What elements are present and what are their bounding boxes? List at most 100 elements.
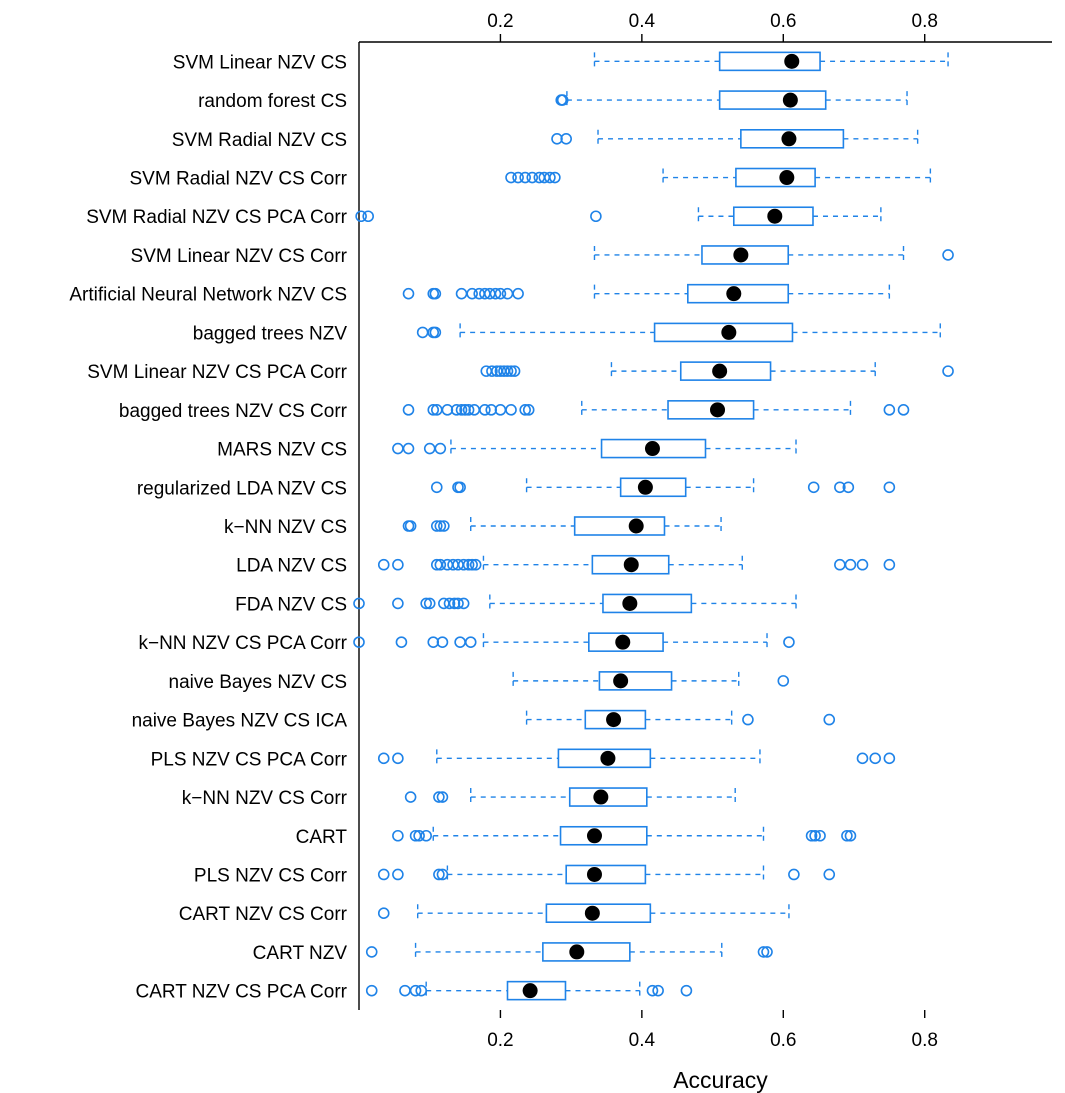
median-dot [593, 789, 609, 805]
box-16 [512, 671, 790, 691]
category-label: LDA NZV CS [236, 556, 347, 577]
median-dot [613, 673, 629, 689]
outlier-point [805, 829, 818, 842]
median-dot [710, 402, 726, 418]
outlier-point [501, 365, 514, 377]
outlier-point [441, 404, 454, 416]
outlier-point [505, 404, 517, 416]
outlier-point [512, 287, 524, 300]
category-label: naive Bayes NZV CS ICA [132, 711, 348, 732]
outlier-point [392, 442, 404, 455]
box-11 [430, 477, 896, 498]
outlier-point [485, 404, 498, 416]
outlier-point [856, 558, 869, 571]
bottom-tick-label: 0.4 [629, 1030, 656, 1051]
outlier-point [459, 404, 471, 416]
iqr-box [568, 787, 648, 807]
outlier-point [430, 520, 443, 532]
outlier-point [365, 984, 378, 997]
outlier-point [757, 946, 770, 958]
outlier-point [402, 404, 415, 416]
category-label: MARS NZV CS [217, 440, 347, 461]
outlier-point [420, 597, 432, 610]
outlier-point [519, 171, 531, 184]
bottom-tick-label: 0.2 [487, 1030, 513, 1051]
bottom-tick-label: 0.6 [770, 1030, 796, 1051]
outlier-point [448, 597, 461, 610]
top-tick-label: 0.8 [912, 11, 938, 32]
outlier-point [842, 481, 855, 494]
box-19 [404, 787, 736, 807]
outlier-point [590, 210, 602, 223]
category-label: naive Bayes NZV CS [169, 672, 347, 693]
category-label: Artificial Neural Network NZV CS [69, 285, 347, 306]
box-24 [365, 980, 693, 1001]
iqr-box [667, 400, 755, 420]
outlier-point [392, 829, 404, 842]
outlier-point [457, 597, 470, 610]
median-dot [644, 441, 660, 457]
category-label: regularized LDA NZV CS [137, 478, 347, 499]
outlier-point [430, 481, 443, 494]
median-dot [600, 750, 616, 766]
outlier-point [809, 829, 821, 842]
category-label: random forest CS [198, 91, 347, 112]
box-6 [402, 283, 891, 304]
box-1 [555, 90, 908, 110]
box-4 [355, 206, 882, 227]
outlier-point [897, 404, 910, 416]
outlier-point [429, 287, 442, 300]
median-dot [712, 363, 728, 379]
outlier-point [392, 752, 404, 765]
outlier-point [489, 287, 502, 300]
iqr-box [679, 361, 772, 381]
outlier-point [807, 481, 820, 494]
outlier-point [501, 287, 514, 300]
outlier-point [427, 636, 440, 648]
outlier-point [942, 365, 954, 377]
category-label: SVM Radial NZV CS Corr [130, 169, 348, 190]
iqr-box [653, 322, 794, 343]
category-label: PLS NZV CS Corr [194, 865, 348, 886]
outlier-point [505, 171, 517, 184]
median-dot [784, 53, 800, 69]
outlier-point [404, 791, 417, 803]
median-dot [615, 634, 631, 650]
iqr-box [701, 245, 790, 265]
outlier-point [783, 636, 795, 648]
outlier-point [353, 636, 365, 648]
outlier-point [777, 675, 790, 687]
iqr-box [557, 748, 652, 769]
outlier-point [438, 520, 450, 532]
box-23 [365, 942, 773, 962]
outlier-point [436, 868, 449, 881]
median-dot [569, 944, 585, 960]
box-21 [377, 864, 836, 885]
outlier-point [353, 597, 365, 610]
median-dot [522, 983, 538, 999]
outlier-point [505, 365, 517, 377]
outlier-point [462, 558, 475, 571]
outlier-point [455, 404, 468, 416]
iqr-box [732, 206, 814, 227]
median-dot [721, 324, 737, 340]
category-label: k−NN NZV CS Corr [182, 788, 348, 809]
outlier-point [404, 520, 417, 532]
median-dot [767, 208, 783, 224]
iqr-box [718, 51, 821, 72]
outlier-point [413, 829, 425, 842]
median-dot [584, 905, 600, 921]
box-17 [525, 709, 836, 730]
outlier-point [436, 791, 449, 803]
top-tick-label: 0.4 [629, 11, 656, 32]
iqr-box [565, 864, 647, 885]
iqr-box [584, 709, 647, 730]
median-dot [637, 479, 653, 495]
outlier-point [415, 984, 428, 997]
box-9 [402, 400, 910, 420]
category-label: k−NN NZV CS PCA Corr [138, 633, 347, 654]
outlier-point [646, 984, 659, 997]
outlier-point [392, 558, 404, 571]
median-dot [779, 170, 795, 186]
category-label: k−NN NZV CS [224, 517, 347, 538]
